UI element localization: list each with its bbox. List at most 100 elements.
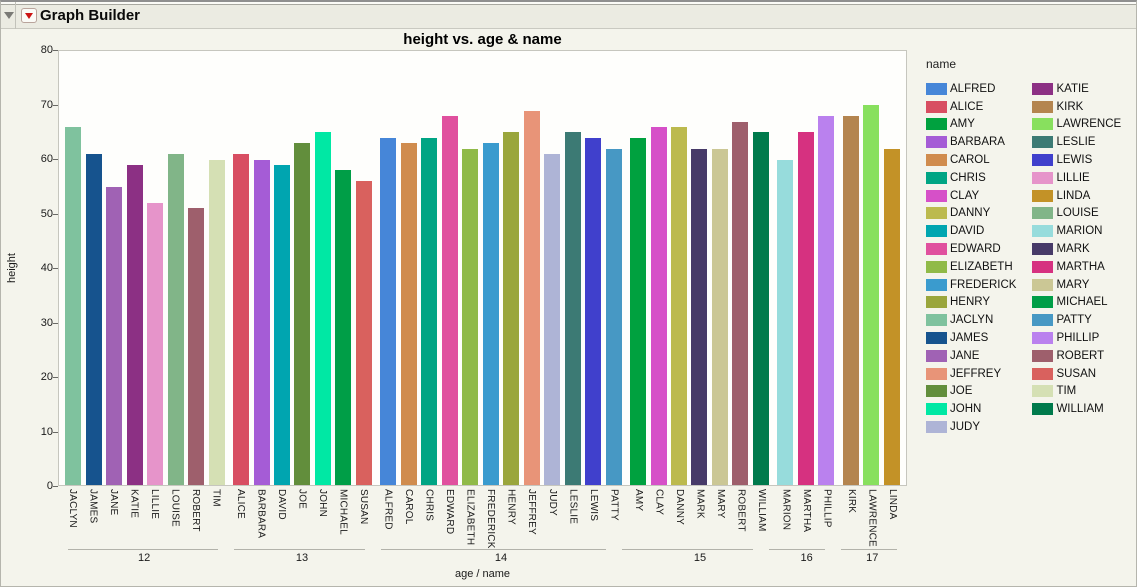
legend-item-jeffrey[interactable]: JEFFREY xyxy=(926,365,1016,383)
legend-item-louise[interactable]: LOUISE xyxy=(1032,205,1121,223)
legend-item-david[interactable]: DAVID xyxy=(926,222,1016,240)
legend-label-john: JOHN xyxy=(950,403,982,416)
bar-barbara[interactable] xyxy=(253,159,270,485)
x-name-label-jeffrey: JEFFREY xyxy=(526,489,538,535)
bar-jaclyn[interactable] xyxy=(65,126,82,485)
legend-item-carol[interactable]: CAROL xyxy=(926,151,1016,169)
legend-item-mary[interactable]: MARY xyxy=(1032,276,1121,294)
bar-robert[interactable] xyxy=(732,121,749,485)
bar-michael[interactable] xyxy=(335,170,352,485)
legend-item-edward[interactable]: EDWARD xyxy=(926,240,1016,258)
bar-james[interactable] xyxy=(85,154,102,485)
bar-amy[interactable] xyxy=(630,137,647,485)
bar-alice[interactable] xyxy=(233,154,250,485)
x-name-slot: TIM xyxy=(208,489,224,547)
legend-item-tim[interactable]: TIM xyxy=(1032,383,1121,401)
legend-item-frederick[interactable]: FREDERICK xyxy=(926,276,1016,294)
bar-susan[interactable] xyxy=(355,181,372,485)
legend-item-james[interactable]: JAMES xyxy=(926,329,1016,347)
legend-item-marion[interactable]: MARION xyxy=(1032,222,1121,240)
bar-carol[interactable] xyxy=(400,143,417,485)
legend-item-john[interactable]: JOHN xyxy=(926,400,1016,418)
bar-linda[interactable] xyxy=(883,148,900,485)
x-name-label-linda: LINDA xyxy=(887,489,899,520)
bar-john[interactable] xyxy=(314,132,331,485)
legend-item-lewis[interactable]: LEWIS xyxy=(1032,151,1121,169)
x-name-label-kirk: KIRK xyxy=(846,489,858,514)
x-name-label-martha: MARTHA xyxy=(801,489,813,533)
bar-lawrence[interactable] xyxy=(863,105,880,485)
legend-item-barbara[interactable]: BARBARA xyxy=(926,133,1016,151)
x-name-label-frederick: FREDERICK xyxy=(485,489,497,549)
legend-item-mark[interactable]: MARK xyxy=(1032,240,1121,258)
bar-phillip[interactable] xyxy=(818,116,835,485)
legend-item-katie[interactable]: KATIE xyxy=(1032,80,1121,98)
bar-david[interactable] xyxy=(273,164,290,485)
bar-joe[interactable] xyxy=(294,143,311,485)
bar-alfred[interactable] xyxy=(380,137,397,485)
bar-clay[interactable] xyxy=(650,126,667,485)
bar-jeffrey[interactable] xyxy=(523,110,540,485)
bar-robert[interactable] xyxy=(188,208,205,485)
x-name-slot: ROBERT xyxy=(187,489,203,547)
legend-item-chris[interactable]: CHRIS xyxy=(926,169,1016,187)
bar-kirk[interactable] xyxy=(842,116,859,485)
legend-item-phillip[interactable]: PHILLIP xyxy=(1032,329,1121,347)
legend-item-alice[interactable]: ALICE xyxy=(926,98,1016,116)
legend-item-jane[interactable]: JANE xyxy=(926,347,1016,365)
legend-swatch-katie xyxy=(1032,82,1054,95)
bar-danny[interactable] xyxy=(671,126,687,485)
bar-mark[interactable] xyxy=(691,148,708,485)
legend-item-lawrence[interactable]: LAWRENCE xyxy=(1032,116,1121,134)
legend-item-william[interactable]: WILLIAM xyxy=(1032,400,1121,418)
legend-item-amy[interactable]: AMY xyxy=(926,116,1016,134)
bar-marion[interactable] xyxy=(777,159,794,485)
bar-katie[interactable] xyxy=(126,164,143,485)
bar-louise[interactable] xyxy=(167,154,184,485)
legend-item-robert[interactable]: ROBERT xyxy=(1032,347,1121,365)
bar-judy[interactable] xyxy=(544,154,561,485)
legend-item-joe[interactable]: JOE xyxy=(926,383,1016,401)
bar-frederick[interactable] xyxy=(482,143,499,485)
legend-item-michael[interactable]: MICHAEL xyxy=(1032,294,1121,312)
legend-item-susan[interactable]: SUSAN xyxy=(1032,365,1121,383)
legend-item-danny[interactable]: DANNY xyxy=(926,205,1016,223)
legend-item-linda[interactable]: LINDA xyxy=(1032,187,1121,205)
bar-lillie[interactable] xyxy=(147,202,164,485)
bar-martha[interactable] xyxy=(797,132,814,485)
red-triangle-menu-button[interactable] xyxy=(21,8,37,23)
bar-patty[interactable] xyxy=(605,148,622,485)
x-name-slot: ALICE xyxy=(232,489,248,547)
legend-item-jaclyn[interactable]: JACLYN xyxy=(926,311,1016,329)
group-bracket-age-12 xyxy=(68,549,218,552)
bar-leslie[interactable] xyxy=(564,132,581,485)
legend-item-martha[interactable]: MARTHA xyxy=(1032,258,1121,276)
legend-item-henry[interactable]: HENRY xyxy=(926,294,1016,312)
legend-item-patty[interactable]: PATTY xyxy=(1032,311,1121,329)
bar-lewis[interactable] xyxy=(585,137,602,485)
legend-item-kirk[interactable]: KIRK xyxy=(1032,98,1121,116)
bar-tim[interactable] xyxy=(208,159,225,485)
bar-henry[interactable] xyxy=(503,132,520,485)
bar-mary[interactable] xyxy=(711,148,728,485)
x-name-label-patty: PATTY xyxy=(608,489,620,521)
legend-label-susan: SUSAN xyxy=(1056,367,1097,380)
bar-william[interactable] xyxy=(752,132,769,485)
legend-item-clay[interactable]: CLAY xyxy=(926,187,1016,205)
bar-chris[interactable] xyxy=(421,137,438,485)
x-name-slot: PHILLIP xyxy=(819,489,835,547)
legend-item-judy[interactable]: JUDY xyxy=(926,418,1016,436)
legend-swatch-phillip xyxy=(1032,332,1054,345)
x-name-label-barbara: BARBARA xyxy=(255,489,267,539)
legend-item-lillie[interactable]: LILLIE xyxy=(1032,169,1121,187)
legend-item-alfred[interactable]: ALFRED xyxy=(926,80,1016,98)
bar-elizabeth[interactable] xyxy=(462,148,479,485)
bar-edward[interactable] xyxy=(441,116,458,485)
group-bracket-age-14 xyxy=(380,549,606,552)
legend-swatch-jaclyn xyxy=(926,314,947,327)
legend-swatch-patty xyxy=(1032,314,1054,327)
legend-item-elizabeth[interactable]: ELIZABETH xyxy=(926,258,1016,276)
bar-jane[interactable] xyxy=(106,186,123,485)
legend-item-leslie[interactable]: LESLIE xyxy=(1032,133,1121,151)
disclosure-triangle-icon[interactable] xyxy=(4,12,14,19)
